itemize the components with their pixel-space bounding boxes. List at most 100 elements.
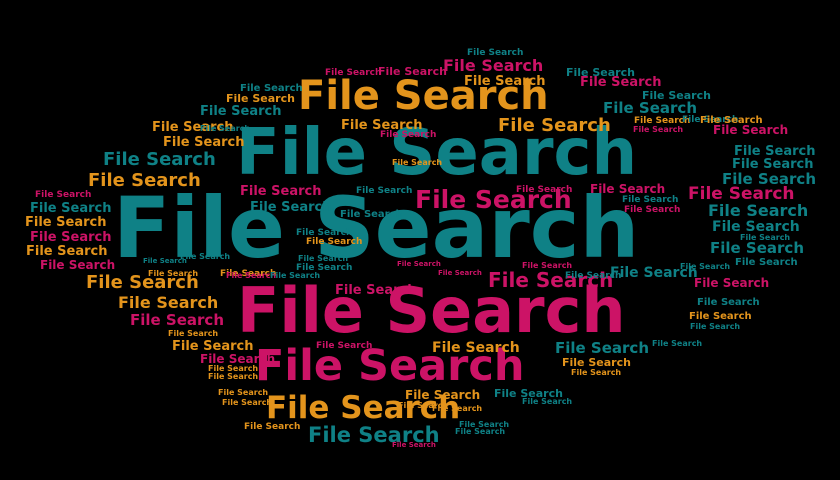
word-lg: File Search (266, 390, 461, 426)
word-sm: File Search (168, 329, 219, 338)
word-md: File Search (494, 387, 563, 400)
word-sm: File Search (270, 271, 321, 280)
word-md: File Search (200, 352, 276, 366)
word-sm: File Search (459, 420, 510, 429)
word-md: File Search (240, 184, 322, 199)
word-sm: File Search (633, 125, 684, 134)
word-md: File Search (464, 74, 546, 89)
word-sm: File Search (380, 130, 437, 140)
word-sm: File Search (622, 195, 679, 205)
word-sm: File Search (208, 364, 259, 373)
word-md: File Search (603, 99, 697, 117)
word-sm: File Search (680, 262, 731, 271)
word-xl: File Search (237, 274, 626, 347)
word-md: File Search (103, 149, 216, 170)
word-md: File Search (415, 185, 572, 214)
word-sm: File Search (296, 228, 353, 238)
word-md: File Search (40, 258, 116, 272)
word-md: File Search (250, 200, 332, 215)
word-md: File Search (443, 56, 544, 75)
word-md: File Search (562, 356, 631, 369)
word-md: File Search (689, 311, 752, 322)
word-sm: File Search (571, 368, 622, 377)
word-md: File Search (240, 83, 303, 94)
word-md: File Search (580, 75, 662, 90)
word-sm: File Search (516, 185, 573, 195)
word-sm: File Search (226, 271, 277, 280)
word-sm: File Search (392, 441, 436, 449)
word-sm: File Search (340, 209, 403, 220)
word-md: File Search (590, 182, 666, 196)
word-sm: File Search (143, 257, 187, 265)
word-sm: File Search (690, 322, 741, 331)
word-sm: File Search (244, 422, 301, 432)
word-md: File Search (118, 293, 219, 312)
word-md: File Search (734, 144, 816, 159)
word-sm: File Search (306, 237, 363, 247)
word-sm: File Search (467, 48, 524, 58)
word-md: File Search (226, 92, 295, 105)
word-sm: File Search (218, 388, 269, 397)
word-md: File Search (610, 265, 698, 281)
word-sm: File Search (296, 263, 353, 273)
word-md: File Search (697, 297, 760, 308)
word-md: File Search (30, 230, 112, 245)
word-md: File Search (566, 66, 635, 79)
word-md: File Search (432, 340, 520, 356)
word-sm: File Search (356, 186, 413, 196)
word-md: File Search (86, 272, 199, 293)
word-sm: File Search (634, 116, 691, 126)
word-md: File Search (732, 157, 814, 172)
word-md: File Search (335, 283, 417, 298)
word-md: File Search (26, 244, 108, 259)
word-md: File Search (642, 89, 711, 102)
word-sm: File Search (565, 271, 622, 281)
word-sm: File Search (455, 427, 506, 436)
word-md: File Search (712, 219, 800, 235)
word-sm: File Search (522, 397, 573, 406)
word-sm: File Search (200, 124, 251, 133)
word-md: File Search (308, 423, 440, 447)
word-sm: File Search (180, 252, 231, 261)
word-sm: File Search (220, 269, 277, 279)
word-md: File Search (694, 276, 770, 290)
word-md: File Search (341, 118, 423, 133)
word-xl: File Search (236, 116, 638, 190)
word-md: File Search (25, 215, 107, 230)
word-sm: File Search (397, 260, 441, 268)
word-md: File Search (163, 135, 245, 150)
word-md: File Search (710, 239, 804, 257)
word-sm: File Search (652, 339, 703, 348)
word-md: File Search (152, 120, 234, 135)
word-md: File Search (30, 201, 112, 216)
word-md: File Search (713, 123, 789, 137)
word-sm: File Search (325, 68, 382, 78)
word-md: File Search (200, 104, 282, 119)
word-md: File Search (172, 339, 254, 354)
word-sm: File Search (392, 158, 443, 167)
word-sm: File Search (700, 115, 763, 126)
word-sm: File Search (222, 398, 273, 407)
word-sm: File Search (148, 269, 199, 278)
word-sm: File Search (35, 190, 92, 200)
word-md: File Search (688, 184, 795, 204)
word-sm: File Search (398, 401, 449, 410)
word-sm: File Search (682, 115, 739, 125)
word-sm: File Search (298, 254, 349, 263)
word-xl: File Search (113, 179, 640, 277)
word-sm: File Search (208, 372, 259, 381)
word-md: File Search (498, 115, 611, 136)
word-md: File Search (488, 268, 614, 292)
word-md: File Search (130, 311, 224, 329)
word-sm: File Search (432, 404, 483, 413)
word-lg: File Search (255, 341, 525, 391)
word-sm: File Search (735, 257, 798, 268)
word-md: File Search (88, 170, 201, 191)
word-md: File Search (708, 201, 809, 220)
word-sm: File Search (522, 261, 573, 270)
word-sm: File Search (438, 269, 482, 277)
word-lg: File Search (298, 73, 549, 119)
word-md: File Search (555, 339, 649, 357)
word-sm: File Search (740, 233, 791, 242)
